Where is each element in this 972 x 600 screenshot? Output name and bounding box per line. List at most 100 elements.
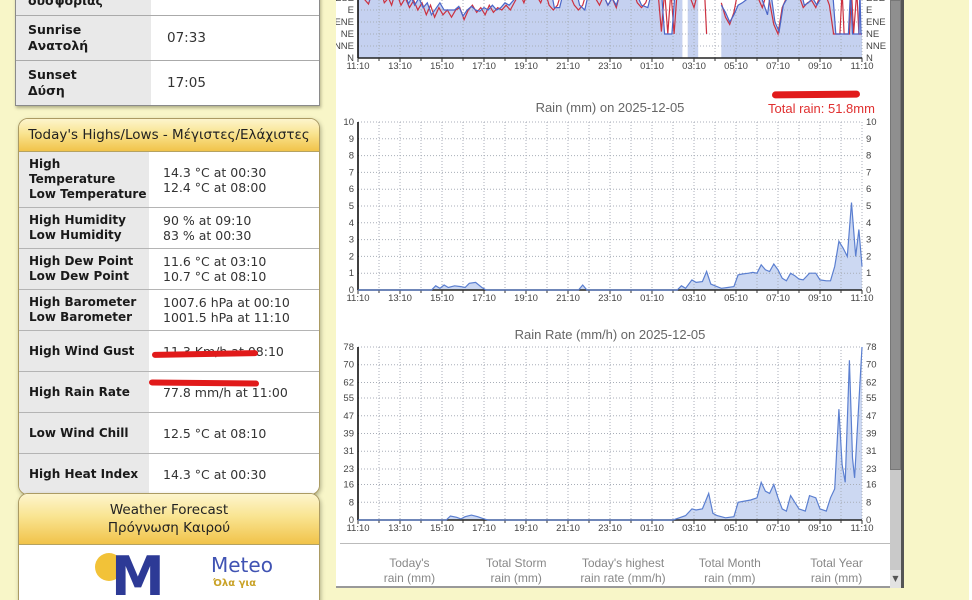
y-tick-label: 16 (866, 480, 877, 491)
highs-lows-box: Today's Highs/Lows - Μέγιστες/Ελάχιστες … (18, 118, 320, 495)
highs-lows-label: High Dew Point Low Dew Point (19, 249, 149, 289)
info-row: Sunset Δύση 17:05 (16, 61, 319, 105)
y-tick-label: 78 (343, 342, 354, 353)
x-tick-label: 17:10 (472, 61, 496, 72)
y-tick-label: 3 (349, 235, 354, 246)
y-tick-label: 8 (349, 151, 354, 162)
wind-direction-line (364, 0, 678, 35)
info-label: Sunrise Ανατολή (16, 16, 151, 60)
scrollbar-thumb[interactable] (890, 0, 901, 470)
rain-chart: 0 0 1 1 2 2 3 3 4 4 5 5 6 6 7 7 8 8 9 9 10 10 11:10 13:10 15:10 1… (343, 100, 877, 304)
y-tick-label: 70 (866, 360, 877, 371)
footer-todays-rain: Today's rain (mm) (383, 556, 436, 585)
y-tick-label: 0 (866, 285, 871, 296)
forecast-box: Weather Forecast Πρόγνωση Καιρού M Meteo… (18, 493, 320, 600)
x-tick-label: 21:10 (556, 523, 580, 534)
wind-direction-line (690, 0, 697, 10)
rain-rate-line (358, 346, 863, 521)
y-tick-label: 55 (343, 393, 354, 404)
vertical-scrollbar[interactable]: ▼ (890, 0, 901, 588)
charts-panel: NNNNENNENENEENEENEEEESEESE11:1013:1015:1… (336, 0, 890, 588)
info-value: 07:33 (151, 16, 319, 60)
y-tick-label: 1 (866, 268, 871, 279)
y-tick-label: 5 (866, 201, 871, 212)
y-tick-label: NE (866, 29, 879, 40)
wind-direction-line (720, 0, 862, 35)
highs-lows-row: High Barometer Low Barometer 1007.6 hPa at… (19, 290, 319, 331)
y-tick-label: ESE (866, 0, 885, 4)
forecast-title: Weather Forecast Πρόγνωση Καιρού (19, 494, 319, 545)
y-tick-label: 4 (349, 218, 354, 229)
wind-direction-fill (687, 0, 699, 58)
scrollbar-down-arrow-icon[interactable]: ▼ (890, 570, 901, 588)
rain-rate-chart: 0 0 8 8 16 16 23 23 31 31 39 39 47 47 55 55 62 62 70 70 78 78… (343, 327, 877, 534)
x-tick-label: 11:10 (346, 293, 369, 304)
y-tick-label: ESE (336, 0, 354, 4)
highs-lows-label: Low Wind Chill (19, 413, 149, 453)
wind-direction-line (704, 0, 708, 35)
y-tick-label: N (347, 53, 354, 64)
y-tick-label: 8 (866, 151, 871, 162)
footer-total-month: Total Month rain (mm) (698, 556, 761, 585)
total-rain-label: Total rain: 51.8mm (768, 101, 875, 116)
y-tick-label: 7 (866, 167, 871, 178)
info-value (151, 0, 319, 15)
wind-direction-fill (721, 0, 862, 58)
y-tick-label: 9 (866, 134, 871, 145)
chart-title: Rain (mm) on 2025-12-05 (536, 100, 685, 115)
x-tick-label: 11:10 (850, 61, 873, 72)
highs-lows-label: High Wind Gust (19, 331, 149, 371)
y-tick-label: 6 (866, 184, 871, 195)
x-tick-label: 23:10 (598, 523, 622, 534)
meteo-logo-text: Meteo (211, 553, 273, 577)
highs-lows-row: Low Wind Chill 12.5 °C at 08:10 (19, 413, 319, 454)
x-tick-label: 07:10 (766, 293, 790, 304)
y-tick-label: 62 (343, 377, 354, 388)
y-tick-label: 62 (866, 377, 877, 388)
x-tick-label: 07:10 (766, 61, 790, 72)
highs-lows-table: High Temperature Low Temperature 14.3 °C a… (19, 152, 319, 494)
highs-lows-label: High Rain Rate (19, 372, 149, 412)
highs-lows-value: 77.8 mm/h at 11:00 (149, 372, 319, 412)
x-tick-label: 11:10 (346, 61, 369, 72)
highs-lows-title: Today's Highs/Lows - Μέγιστες/Ελάχιστες (19, 119, 319, 152)
highs-lows-value: 1007.6 hPa at 00:10 1001.5 hPa at 11:10 (149, 290, 319, 330)
info-label: Δείκτης δυσφορίας (16, 0, 151, 15)
highs-lows-value: 14.3 °C at 00:30 (149, 454, 319, 494)
x-tick-label: 15:10 (430, 61, 454, 72)
x-tick-label: 03:10 (682, 523, 706, 534)
y-tick-label: 10 (343, 117, 354, 128)
astro-info-table: Δείκτης δυσφορίαςSunriseΑνατολή07:33Suns… (15, 0, 320, 106)
forecast-logo-area[interactable]: M Meteo Όλα για (19, 545, 319, 600)
red-highlight-line-below (148, 379, 260, 387)
highs-lows-row: High Temperature Low Temperature 14.3 °C a… (19, 152, 319, 208)
x-tick-label: 07:10 (766, 523, 790, 534)
x-tick-label: 03:10 (682, 293, 706, 304)
red-annotation-line-total-rain (771, 90, 861, 99)
y-tick-label: 0 (866, 515, 871, 526)
x-tick-label: 17:10 (472, 523, 496, 534)
highs-lows-value: 12.5 °C at 08:10 (149, 413, 319, 453)
highs-lows-row: High Rain Rate 77.8 mm/h at 11:00 (19, 372, 319, 413)
footer-total-year: Total Year rain (mm) (810, 556, 863, 585)
info-row: Δείκτης δυσφορίας (16, 0, 319, 16)
highs-lows-value: 11.6 °C at 03:10 10.7 °C at 08:10 (149, 249, 319, 289)
y-tick-label: NE (341, 29, 354, 40)
y-tick-label: 4 (866, 218, 871, 229)
y-tick-label: 8 (866, 497, 871, 508)
panel-bottom-border (336, 586, 904, 588)
meteo-logo-tagline: Όλα για (213, 578, 257, 589)
x-tick-label: 11:10 (850, 293, 873, 304)
window-edge (969, 0, 972, 600)
y-tick-label: 10 (866, 117, 877, 128)
y-tick-label: 2 (866, 251, 871, 262)
y-tick-label: 39 (866, 429, 877, 440)
wind-direction-fill (358, 0, 683, 58)
x-tick-label: 19:10 (514, 523, 538, 534)
x-tick-label: 09:10 (808, 61, 832, 72)
y-tick-label: ENE (866, 17, 886, 28)
highs-lows-value: 14.3 °C at 00:30 12.4 °C at 08:00 (149, 152, 319, 207)
y-tick-label: 0 (349, 515, 354, 526)
x-tick-label: 19:10 (514, 61, 538, 72)
